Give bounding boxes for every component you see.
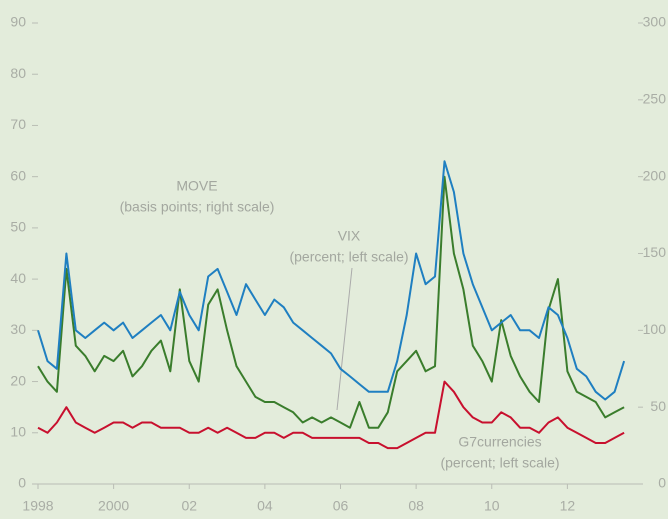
y2-tick-label: 100 <box>643 321 667 337</box>
y-tick-label: 90 <box>10 14 26 30</box>
series-line <box>37 175 625 429</box>
y2-tick-label: 200 <box>643 167 667 183</box>
annotation: (basis points; right scale) <box>120 199 275 215</box>
y2-tick-label: 150 <box>643 244 667 260</box>
y-tick-label: 20 <box>10 372 26 388</box>
x-tick-label: 02 <box>181 498 197 514</box>
y-tick-label: 60 <box>10 167 26 183</box>
y-tick-label: 0 <box>18 475 26 491</box>
annotation: MOVE <box>176 178 217 194</box>
series-line <box>37 160 626 401</box>
x-tick-label: 2000 <box>98 498 129 514</box>
x-tick-label: 08 <box>408 498 424 514</box>
series-line <box>37 380 625 450</box>
annotation: G7currencies <box>458 434 541 450</box>
y-tick-label: 30 <box>10 321 26 337</box>
y-tick-label: 40 <box>10 270 26 286</box>
y-tick-label: 10 <box>10 423 26 439</box>
y-tick-label: 80 <box>10 65 26 81</box>
x-tick-label: 1998 <box>22 498 53 514</box>
x-tick-label: 10 <box>484 498 500 514</box>
annotation-pointer <box>336 267 353 411</box>
annotation: (percent; left scale) <box>440 455 559 471</box>
x-tick-label: 04 <box>257 498 273 514</box>
y2-tick-label: 300 <box>643 14 667 30</box>
y2-tick-label: 250 <box>643 91 667 107</box>
y-tick-label: 70 <box>10 116 26 132</box>
x-tick-label: 06 <box>333 498 349 514</box>
y2-tick-label: 50 <box>650 398 666 414</box>
y2-tick-label: 0 <box>658 475 666 491</box>
x-tick-label: 12 <box>560 498 576 514</box>
annotation: (percent; left scale) <box>289 249 408 265</box>
annotation: VIX <box>338 228 361 244</box>
y-tick-label: 50 <box>10 219 26 235</box>
